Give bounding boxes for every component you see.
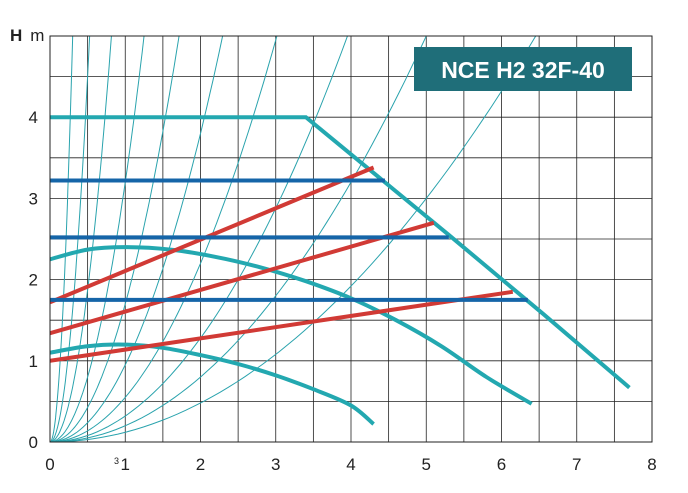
x-tick-label: 1 (121, 455, 130, 474)
y-axis-label-unit: m (30, 26, 44, 45)
system-curve (50, 36, 91, 442)
x-tick-label: 7 (572, 455, 581, 474)
data-series (50, 115, 631, 426)
x-tick-label: 6 (497, 455, 506, 474)
max-curve-line (50, 115, 631, 390)
title-background (414, 47, 632, 91)
y-axis-label-symbol: H (10, 26, 22, 45)
x-tick-label: 2 (196, 455, 205, 474)
x-axis-ticks: 0 1 2 3 4 5 6 7 8 (45, 455, 656, 474)
x-tick-label: 3 (271, 455, 280, 474)
system-curve (50, 36, 112, 442)
y-axis-ticks: 0 1 2 3 4 (29, 108, 38, 452)
x-tick-label: 8 (647, 455, 656, 474)
plot-frame (49, 35, 653, 443)
y-tick-label: 0 (29, 433, 38, 452)
system-curve (50, 36, 348, 442)
y-tick-label: 2 (29, 271, 38, 290)
chart-title: NCE H2 32F-40 (441, 57, 605, 83)
fixed-speed-curve (50, 342, 375, 426)
x-tick-label: 5 (422, 455, 431, 474)
system-curve (50, 36, 180, 442)
proportional-pressure-line (50, 165, 375, 305)
system-curve (50, 36, 224, 442)
x-tick-label: 0 (45, 455, 54, 474)
system-curve (50, 36, 145, 442)
y-tick-label: 4 (29, 108, 38, 127)
proportional-pressure-line (50, 220, 435, 336)
y-tick-label: 3 (29, 189, 38, 208)
chart-title-box: NCE H2 32F-40 (414, 47, 632, 91)
x-tick-label: 4 (346, 455, 355, 474)
system-curve (50, 36, 537, 442)
proportional-pressure-line (50, 289, 514, 363)
y-tick-label: 1 (29, 352, 38, 371)
minor-tick-label: 3 (114, 456, 119, 466)
system-curve (50, 36, 278, 442)
fixed-speed-curve (50, 245, 533, 406)
